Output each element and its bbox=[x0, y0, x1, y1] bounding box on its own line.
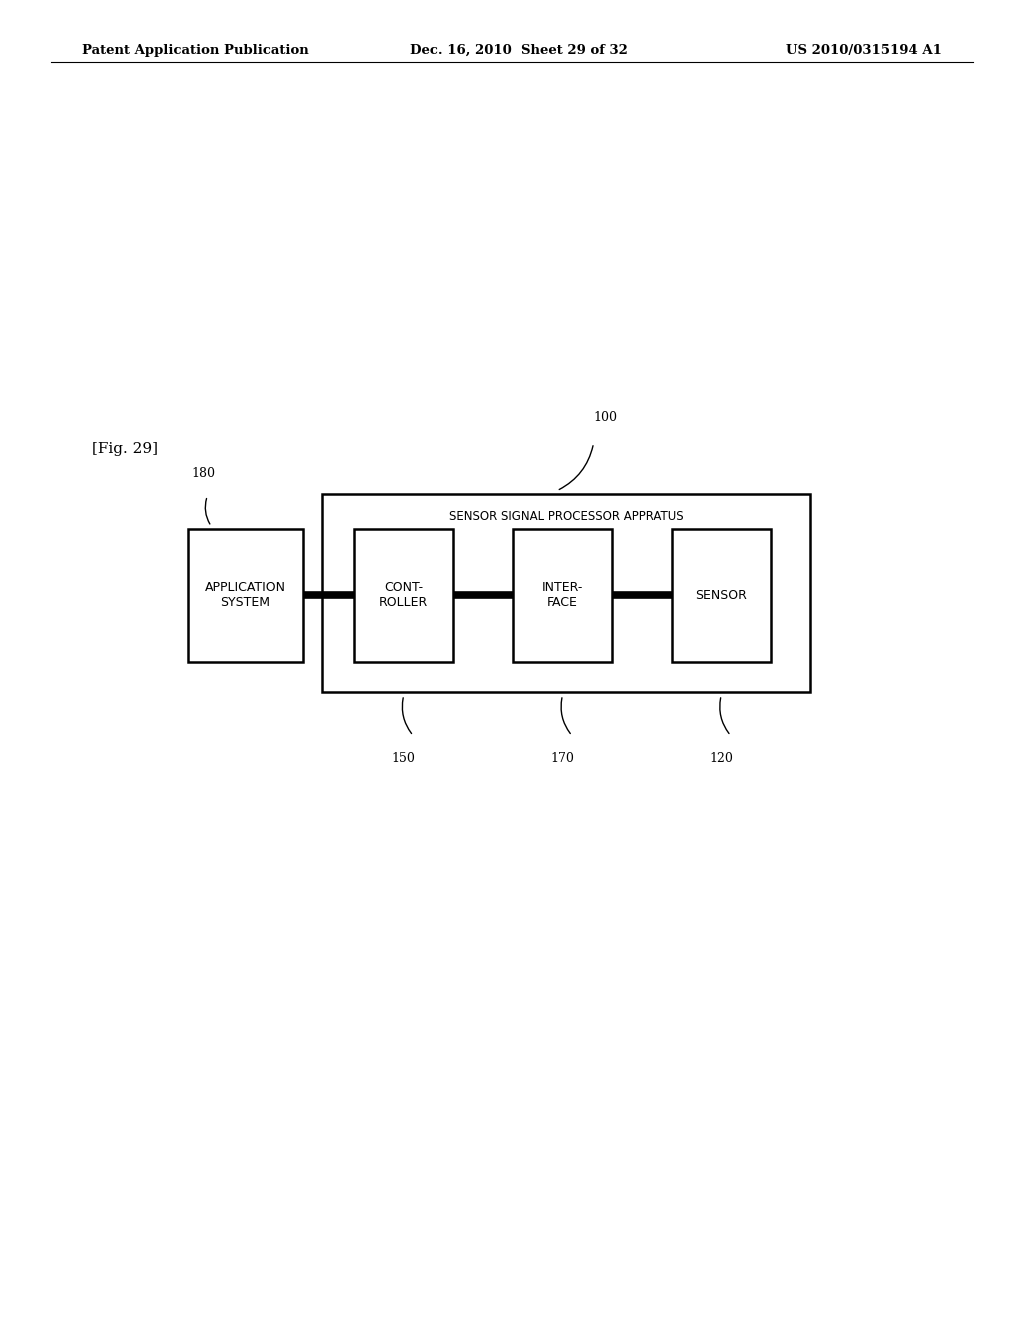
Bar bbox=[354, 529, 454, 661]
Text: Patent Application Publication: Patent Application Publication bbox=[82, 44, 308, 57]
Text: 100: 100 bbox=[594, 411, 617, 424]
Bar bbox=[672, 529, 771, 661]
Text: US 2010/0315194 A1: US 2010/0315194 A1 bbox=[786, 44, 942, 57]
Bar bbox=[323, 494, 811, 692]
Text: 120: 120 bbox=[710, 751, 733, 764]
Text: CONT-
ROLLER: CONT- ROLLER bbox=[379, 581, 428, 610]
Text: [Fig. 29]: [Fig. 29] bbox=[92, 442, 158, 455]
Text: Dec. 16, 2010  Sheet 29 of 32: Dec. 16, 2010 Sheet 29 of 32 bbox=[410, 44, 628, 57]
Text: APPLICATION
SYSTEM: APPLICATION SYSTEM bbox=[205, 581, 286, 610]
Text: 150: 150 bbox=[392, 751, 416, 764]
Text: SENSOR: SENSOR bbox=[695, 589, 748, 602]
Text: SENSOR SIGNAL PROCESSOR APPRATUS: SENSOR SIGNAL PROCESSOR APPRATUS bbox=[450, 510, 684, 523]
Text: 170: 170 bbox=[551, 751, 574, 764]
Bar bbox=[513, 529, 612, 661]
Text: 180: 180 bbox=[191, 467, 215, 480]
Bar bbox=[187, 529, 303, 661]
Text: INTER-
FACE: INTER- FACE bbox=[542, 581, 584, 610]
